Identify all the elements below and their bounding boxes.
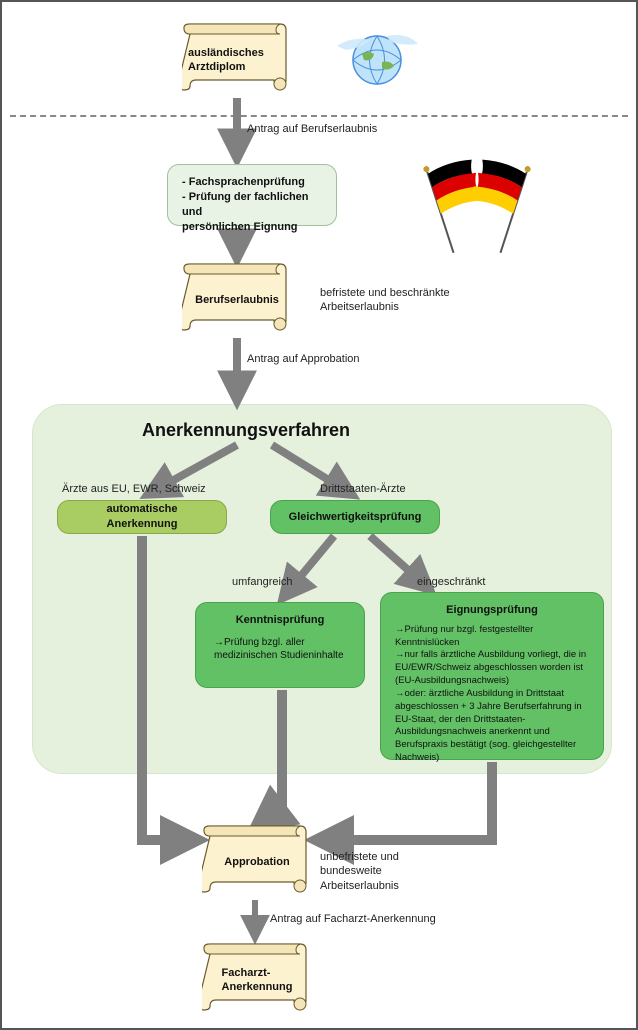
dashed-separator: [10, 115, 628, 117]
pruefbox-line2: - Prüfung der fachlichen und: [182, 190, 322, 220]
eignung-l2: →nur falls ärztliche Ausbildung vorliegt…: [395, 649, 589, 687]
eignung-title: Eignungsprüfung: [395, 603, 589, 618]
node-kenntnis: Kenntnisprüfung →Prüfung bzgl. aller med…: [195, 602, 365, 688]
kenntnis-title: Kenntnisprüfung: [210, 613, 350, 628]
node-auto-anerkennung: automatische Anerkennung: [57, 500, 227, 534]
gleich-label: Gleichwertigkeitsprüfung: [289, 510, 422, 525]
node-approbation-label: Approbation: [208, 842, 306, 884]
node-berufserlaubnis-label: Berufserlaubnis: [188, 280, 286, 322]
node-pruefbox: - Fachsprachenprüfung - Prüfung der fach…: [167, 164, 337, 226]
node-approbation: Approbation: [202, 824, 312, 898]
node-gleichwertigkeit: Gleichwertigkeitsprüfung: [270, 500, 440, 534]
text-umfang: umfangreich: [232, 575, 293, 589]
text-antrag-app: Antrag auf Approbation: [247, 352, 360, 366]
node-diplom-label: ausländisches Arztdiplom: [188, 40, 286, 82]
node-facharzt: Facharzt- Anerkennung: [202, 942, 312, 1016]
page: Anerkennungsverfahren ausländisches Arzt…: [0, 0, 638, 1030]
text-dritt: Drittstaaten-Ärzte: [320, 482, 406, 496]
node-eignung: Eignungsprüfung →Prüfung nur bzgl. festg…: [380, 592, 604, 760]
flags-icon: [402, 158, 552, 263]
eignung-l3: →oder: ärztliche Ausbildung in Drittstaa…: [395, 688, 589, 765]
text-unbefr: unbefristete und bundesweite Arbeitserla…: [320, 850, 399, 893]
pruefbox-line3: persönlichen Eignung: [182, 220, 322, 235]
globe-icon: [332, 26, 422, 86]
panel-title: Anerkennungsverfahren: [142, 420, 350, 441]
text-antrag-fa: Antrag auf Facharzt-Anerkennung: [270, 912, 436, 926]
node-berufserlaubnis: Berufserlaubnis: [182, 262, 292, 336]
auto-anerk-label: automatische Anerkennung: [72, 502, 212, 532]
node-facharzt-label: Facharzt- Anerkennung: [208, 960, 306, 1002]
node-diplom: ausländisches Arztdiplom: [182, 22, 292, 96]
text-befristet: befristete und beschränkte Arbeitserlaub…: [320, 286, 450, 315]
pruefbox-line1: - Fachsprachenprüfung: [182, 175, 322, 190]
text-eu: Ärzte aus EU, EWR, Schweiz: [62, 482, 206, 496]
kenntnis-body: →Prüfung bzgl. aller medizinischen Studi…: [210, 636, 350, 663]
text-eingeschr: eingeschränkt: [417, 575, 486, 589]
text-antrag-be: Antrag auf Berufserlaubnis: [247, 122, 377, 136]
eignung-l1: →Prüfung nur bzgl. festgestellter Kenntn…: [395, 624, 589, 650]
